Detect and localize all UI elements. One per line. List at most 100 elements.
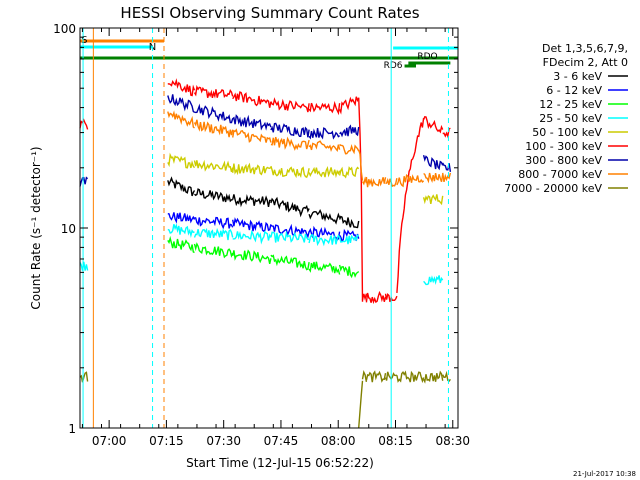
x-axis-label: Start Time (12-Jul-15 06:52:22) <box>186 456 374 470</box>
series-segment <box>308 234 341 247</box>
series-segment <box>308 209 341 225</box>
series-segment <box>423 172 444 184</box>
y-tick-label: 100 <box>53 22 76 36</box>
series-segment <box>270 230 310 243</box>
series-segment <box>422 155 444 171</box>
series-segment <box>422 370 444 384</box>
x-tick-label: 08:30 <box>435 434 470 448</box>
series-segment <box>232 91 272 108</box>
series-segment <box>270 196 310 218</box>
series-segment <box>358 380 364 429</box>
flag-s-label: S <box>81 35 87 46</box>
series-segment <box>308 261 341 275</box>
x-tick-label: 07:00 <box>92 434 127 448</box>
series-segment <box>365 176 387 188</box>
series-segment <box>358 149 364 181</box>
series-12-25-kev <box>167 235 360 279</box>
series-segment <box>193 159 234 173</box>
x-tick-label: 07:30 <box>206 434 241 448</box>
flag-rd6-label: RD6 <box>384 61 403 71</box>
series-segment <box>338 96 360 115</box>
flag-rdo-label: RDO <box>417 52 437 62</box>
series-segment <box>232 217 272 233</box>
legend-entry-label: 50 - 100 keV <box>532 126 602 139</box>
series-segment <box>338 234 360 245</box>
y-tick-label: 1 <box>68 422 76 436</box>
series-segment <box>442 127 451 139</box>
series-segment <box>79 371 89 383</box>
series-25-50-kev <box>79 223 444 286</box>
series-segment <box>396 173 425 188</box>
series-segment <box>194 188 233 203</box>
series-segment <box>422 116 444 134</box>
series-segment <box>79 176 89 187</box>
series-segment <box>232 229 272 245</box>
series-segment <box>270 223 310 239</box>
series-segment <box>308 100 341 116</box>
y-tick-label: 10 <box>61 222 76 236</box>
y-axis-label: Count Rate (s⁻¹ detector⁻¹) <box>29 146 43 309</box>
x-tick-label: 07:15 <box>149 434 184 448</box>
legend-entry-label: 800 - 7000 keV <box>518 168 602 181</box>
series-100-300-kev <box>79 78 451 305</box>
series-segment <box>396 370 425 384</box>
series-segment <box>338 264 360 279</box>
series-segment <box>232 162 272 176</box>
series-segment <box>361 176 368 186</box>
series-800-7000-kev <box>167 110 452 188</box>
legend-entry-label: 25 - 50 keV <box>539 112 602 125</box>
series-segment <box>194 216 234 230</box>
series-segment <box>79 261 89 271</box>
series-segment <box>339 143 360 155</box>
series-segment <box>167 235 195 254</box>
footer-timestamp: 21-Jul-2017 10:38 <box>573 470 636 478</box>
legend-entry-label: 7000 - 20000 keV <box>504 182 602 195</box>
series-segment <box>167 223 195 238</box>
series-segment <box>167 110 195 129</box>
series-segment <box>396 118 425 293</box>
series-300-800-kev <box>79 94 452 187</box>
series-segment <box>79 118 89 130</box>
series-segment <box>193 227 234 241</box>
legend-entry-label: 300 - 800 keV <box>525 154 602 167</box>
series-segment <box>308 166 341 179</box>
series-segment <box>167 78 196 97</box>
series-segment <box>167 94 195 113</box>
series-layer <box>79 78 452 429</box>
series-segment <box>194 103 234 124</box>
series-50-100-kev <box>167 152 444 206</box>
series-segment <box>308 127 341 140</box>
series-segment <box>365 290 387 305</box>
series-segment <box>193 242 234 259</box>
series-segment <box>365 370 387 383</box>
series-segment <box>193 119 234 138</box>
series-segment <box>270 97 310 113</box>
x-tick-label: 08:00 <box>321 434 356 448</box>
legend-entry-label: 100 - 300 keV <box>525 140 602 153</box>
series-segment <box>339 124 360 138</box>
legend-entry-label: 6 - 12 keV <box>546 84 602 97</box>
series-segment <box>338 215 360 229</box>
x-tick-label: 08:15 <box>378 434 413 448</box>
series-segment <box>167 176 196 197</box>
series-segment <box>232 114 272 131</box>
series-segment <box>270 122 310 138</box>
series-segment <box>270 254 310 271</box>
series-segment <box>193 84 234 99</box>
series-segment <box>361 293 368 302</box>
series-segment <box>232 128 272 143</box>
axis-ticks: 07:00 07:15 07:30 07:45 08:00 08:15 08:30 1 10 10… <box>53 22 470 448</box>
series-segment <box>423 275 444 286</box>
series-segment <box>270 136 310 151</box>
series-segment <box>167 212 196 224</box>
series-segment <box>232 194 271 208</box>
series-segment <box>361 369 368 383</box>
chart-title: HESSI Observing Summary Count Rates <box>120 4 419 22</box>
series-3-6-kev <box>167 176 360 229</box>
legend-entry-label: 3 - 6 keV <box>553 70 602 83</box>
series-segment <box>442 172 452 183</box>
series-segment <box>270 165 310 179</box>
legend-header-line-2: FDecim 2, Att 0 <box>543 56 628 69</box>
